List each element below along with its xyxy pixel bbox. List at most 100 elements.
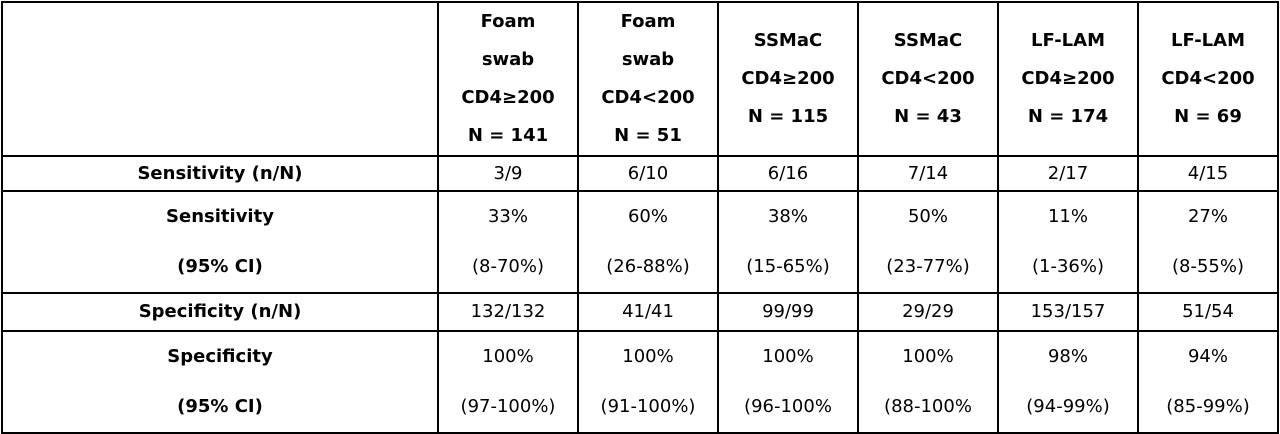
cell-value: 153/157	[1030, 301, 1106, 322]
cell-value: 100%	[902, 346, 954, 367]
cell-value: (8-70%)	[472, 256, 544, 277]
table-cell: 6/10	[577, 155, 719, 192]
cell-value: (1-36%)	[1032, 256, 1104, 277]
cell-value: 6/16	[767, 162, 809, 184]
table-cell: 50% (23-77%)	[857, 190, 999, 294]
table-cell: 51/54	[1137, 292, 1279, 332]
cell-value: 33%	[487, 206, 528, 227]
column-name: Foam	[480, 11, 536, 32]
row-label-line: (95% CI)	[177, 396, 263, 417]
cell-value: 2/17	[1047, 162, 1089, 184]
corner-cell	[1, 1, 439, 157]
row-label: Sensitivity (95% CI)	[1, 190, 439, 294]
table-cell: 99/99	[717, 292, 859, 332]
cell-value: 100%	[482, 346, 534, 367]
table-cell: 3/9	[437, 155, 579, 192]
sample-size: N = 51	[614, 125, 682, 146]
row-label: Sensitivity (n/N)	[1, 155, 439, 192]
table-cell: 98% (94-99%)	[997, 330, 1139, 434]
table-cell: 7/14	[857, 155, 999, 192]
row-label-line: (95% CI)	[177, 256, 263, 277]
table-cell: 94% (85-99%)	[1137, 330, 1279, 434]
cell-value: 38%	[767, 206, 808, 227]
cd4-group: CD4≥200	[741, 68, 835, 89]
cell-value: 3/9	[493, 162, 523, 184]
cell-value: 6/10	[627, 162, 669, 184]
column-header: SSMaC CD4<200 N = 43	[857, 1, 999, 157]
cd4-group: CD4<200	[601, 87, 695, 108]
table-row: Specificity (95% CI) 100% (97-100%) 100% (91-…	[1, 330, 1279, 434]
table-cell: 2/17	[997, 155, 1139, 192]
table-cell: 100% (88-100%	[857, 330, 999, 434]
table-cell: 153/157	[997, 292, 1139, 332]
row-label: Specificity (95% CI)	[1, 330, 439, 434]
cell-value: 98%	[1047, 346, 1088, 367]
cell-value: 50%	[907, 206, 948, 227]
cell-value: 29/29	[902, 301, 954, 322]
cell-value: (26-88%)	[606, 256, 690, 277]
table-cell: 38% (15-65%)	[717, 190, 859, 294]
cell-value: 4/15	[1187, 162, 1229, 184]
cell-value: 100%	[622, 346, 674, 367]
column-header: Foam swab CD4≥200 N = 141	[437, 1, 579, 157]
table-cell: 41/41	[577, 292, 719, 332]
table-cell: 132/132	[437, 292, 579, 332]
column-header: LF-LAM CD4≥200 N = 174	[997, 1, 1139, 157]
cd4-group: CD4≥200	[1021, 68, 1115, 89]
cd4-group: CD4<200	[881, 68, 975, 89]
table-cell: 6/16	[717, 155, 859, 192]
column-header: Foam swab CD4<200 N = 51	[577, 1, 719, 157]
column-name: SSMaC	[753, 30, 823, 51]
header-row: Foam swab CD4≥200 N = 141 Foam swab CD4<200 N =…	[1, 1, 1279, 157]
sample-size: N = 141	[467, 125, 549, 146]
row-label-line: Specificity (n/N)	[138, 301, 302, 322]
cell-value: (94-99%)	[1026, 396, 1110, 417]
table-row: Sensitivity (n/N) 3/9 6/10 6/16 7/14 2/17 4/15	[1, 155, 1279, 192]
table-row: Sensitivity (95% CI) 33% (8-70%) 60% (26-88%)…	[1, 190, 1279, 294]
cell-value: (97-100%)	[460, 396, 556, 417]
column-name: LF-LAM	[1171, 30, 1245, 51]
column-name: swab	[621, 49, 675, 70]
cell-value: 41/41	[622, 301, 674, 322]
table-cell: 27% (8-55%)	[1137, 190, 1279, 294]
cell-value: (8-55%)	[1172, 256, 1244, 277]
cell-value: (85-99%)	[1166, 396, 1250, 417]
row-label-line: Sensitivity (n/N)	[137, 162, 303, 184]
column-header: SSMaC CD4≥200 N = 115	[717, 1, 859, 157]
sample-size: N = 69	[1174, 106, 1242, 127]
column-header: LF-LAM CD4<200 N = 69	[1137, 1, 1279, 157]
cell-value: (88-100%	[884, 396, 972, 417]
table-cell: 29/29	[857, 292, 999, 332]
cell-value: 27%	[1187, 206, 1228, 227]
table-cell: 4/15	[1137, 155, 1279, 192]
table-cell: 33% (8-70%)	[437, 190, 579, 294]
cell-value: (96-100%	[744, 396, 832, 417]
row-label-line: Specificity	[167, 346, 273, 367]
table-cell: 100% (97-100%)	[437, 330, 579, 434]
table-row: Specificity (n/N) 132/132 41/41 99/99 29/29 1…	[1, 292, 1279, 332]
cell-value: 132/132	[470, 301, 546, 322]
cell-value: (91-100%)	[600, 396, 696, 417]
cd4-group: CD4≥200	[461, 87, 555, 108]
cell-value: 11%	[1047, 206, 1088, 227]
sample-size: N = 115	[747, 106, 829, 127]
row-label: Specificity (n/N)	[1, 292, 439, 332]
column-name: SSMaC	[893, 30, 963, 51]
cell-value: (23-77%)	[886, 256, 970, 277]
cell-value: 100%	[762, 346, 814, 367]
column-name: LF-LAM	[1031, 30, 1105, 51]
column-name: swab	[481, 49, 535, 70]
cell-value: 99/99	[762, 301, 814, 322]
cd4-group: CD4<200	[1161, 68, 1255, 89]
cell-value: 60%	[627, 206, 668, 227]
cell-value: 51/54	[1182, 301, 1234, 322]
cell-value: (15-65%)	[746, 256, 830, 277]
cell-value: 7/14	[907, 162, 949, 184]
column-name: Foam	[620, 11, 676, 32]
sample-size: N = 174	[1027, 106, 1109, 127]
sample-size: N = 43	[894, 106, 962, 127]
table-cell: 100% (91-100%)	[577, 330, 719, 434]
table-cell: 11% (1-36%)	[997, 190, 1139, 294]
cell-value: 94%	[1187, 346, 1228, 367]
